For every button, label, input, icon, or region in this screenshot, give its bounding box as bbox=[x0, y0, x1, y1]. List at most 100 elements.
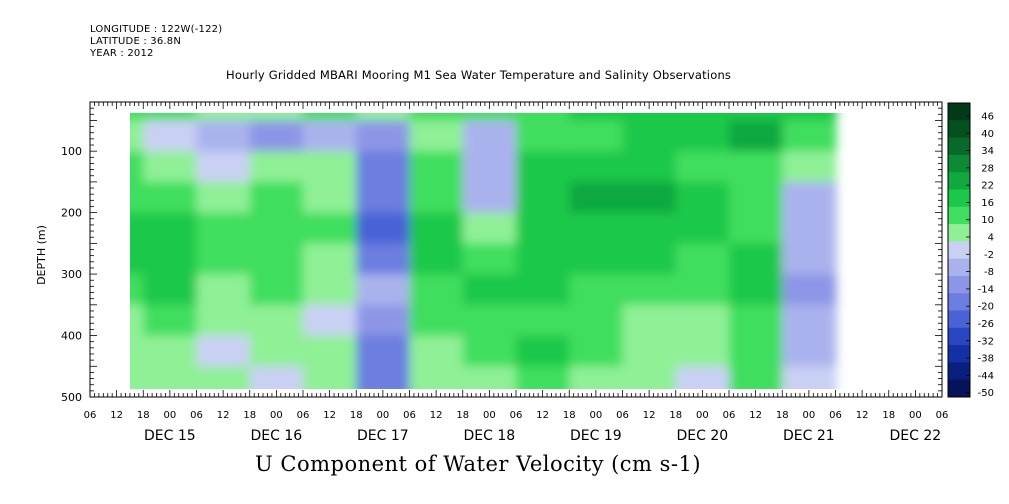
heatmap-cell bbox=[196, 181, 251, 214]
x-hour-tick-label: 18 bbox=[669, 410, 682, 421]
heatmap-cell bbox=[409, 181, 464, 214]
chart-title: Hourly Gridded MBARI Mooring M1 Sea Wate… bbox=[226, 68, 732, 82]
heatmap-cell bbox=[130, 243, 145, 276]
heatmap-cell bbox=[143, 120, 198, 153]
x-day-label: DEC 15 bbox=[144, 428, 196, 444]
heatmap-cell bbox=[516, 366, 571, 389]
heatmap-cell bbox=[143, 274, 198, 306]
colorbar-segment bbox=[948, 362, 970, 381]
heatmap-cell bbox=[622, 181, 677, 214]
heatmap-cell bbox=[303, 113, 358, 122]
colorbar-segment bbox=[948, 275, 970, 294]
heatmap-cell bbox=[409, 120, 464, 153]
heatmap-cell bbox=[462, 274, 518, 306]
colorbar-segment bbox=[948, 379, 970, 398]
heatmap-cell bbox=[782, 243, 837, 276]
colorbar-label: -38 bbox=[978, 354, 994, 365]
heatmap-cell bbox=[675, 304, 731, 337]
colorbar-label: 4 bbox=[988, 233, 994, 244]
heatmap-cell bbox=[409, 335, 464, 368]
heatmap-cell bbox=[249, 212, 305, 245]
heatmap-cell bbox=[249, 151, 305, 183]
x-hour-tick-label: 12 bbox=[110, 410, 123, 421]
x-hour-tick-label: 18 bbox=[243, 410, 256, 421]
heatmap-cell bbox=[462, 304, 518, 337]
colorbar-segment bbox=[948, 120, 970, 139]
x-hour-tick-label: 00 bbox=[483, 410, 496, 421]
heatmap-cell bbox=[675, 212, 731, 245]
colorbar-label: 46 bbox=[981, 111, 994, 122]
heatmap-cell bbox=[196, 243, 251, 276]
heatmap-cell bbox=[569, 304, 624, 337]
heatmap-cell bbox=[356, 304, 411, 337]
heatmap-cell bbox=[569, 113, 624, 122]
colorbar-label: 28 bbox=[981, 163, 994, 174]
x-hour-tick-label: 12 bbox=[430, 410, 443, 421]
heatmap-cell bbox=[729, 304, 784, 337]
x-day-label: DEC 16 bbox=[251, 428, 303, 444]
heatmap-cell bbox=[569, 181, 624, 214]
x-hour-tick-label: 18 bbox=[137, 410, 150, 421]
heatmap-cell bbox=[196, 151, 251, 183]
colorbar-label: -44 bbox=[978, 371, 994, 382]
heatmap-cell bbox=[356, 181, 411, 214]
x-hour-tick-label: 18 bbox=[456, 410, 469, 421]
colorbar-label: -20 bbox=[978, 302, 994, 313]
heatmap-cell bbox=[196, 113, 251, 122]
x-day-label: DEC 19 bbox=[570, 428, 622, 444]
heatmap-cell bbox=[130, 120, 145, 153]
heatmap-cell bbox=[409, 304, 464, 337]
colorbar-segment bbox=[948, 327, 970, 346]
x-axis-label: U Component of Water Velocity (cm s-1) bbox=[255, 452, 702, 476]
heatmap-cell bbox=[516, 113, 571, 122]
heatmap-cell bbox=[516, 274, 571, 306]
heatmap-cell bbox=[622, 151, 677, 183]
heatmap-cell bbox=[409, 243, 464, 276]
heatmap-cell bbox=[729, 113, 784, 122]
heatmap-cell bbox=[143, 335, 198, 368]
heatmap-cell bbox=[462, 335, 518, 368]
colorbar-segment bbox=[948, 189, 970, 208]
y-tick-label: 200 bbox=[61, 207, 82, 220]
heatmap-cell bbox=[196, 120, 251, 153]
heatmap-cell bbox=[130, 181, 145, 214]
x-hour-tick-label: 12 bbox=[856, 410, 869, 421]
heatmap-cell bbox=[782, 120, 837, 153]
heatmap-cell bbox=[782, 113, 837, 122]
heatmap-cell bbox=[569, 274, 624, 306]
colorbar-segment bbox=[948, 154, 970, 173]
x-hour-tick-label: 18 bbox=[882, 410, 895, 421]
y-axis-label: DEPTH (m) bbox=[35, 225, 48, 285]
heatmap-cell bbox=[130, 212, 145, 245]
heatmap-cell bbox=[143, 366, 198, 389]
heatmap-cell bbox=[303, 151, 358, 183]
colorbar-segment bbox=[948, 345, 970, 363]
x-hour-tick-label: 12 bbox=[323, 410, 336, 421]
heatmap-cell bbox=[675, 113, 731, 122]
heatmap-cell bbox=[462, 366, 518, 389]
heatmap-cell bbox=[516, 151, 571, 183]
colorbar-label: -8 bbox=[984, 267, 994, 278]
heatmap-cell bbox=[130, 304, 145, 337]
heatmap-cell bbox=[462, 181, 518, 214]
x-hour-tick-label: 18 bbox=[350, 410, 363, 421]
heatmap-cell bbox=[462, 113, 518, 122]
heatmap-cell bbox=[143, 243, 198, 276]
x-hour-tick-label: 00 bbox=[377, 410, 390, 421]
heatmap-field bbox=[130, 113, 837, 389]
heatmap-cell bbox=[516, 181, 571, 214]
heatmap-cell bbox=[356, 243, 411, 276]
heatmap-cell bbox=[622, 304, 677, 337]
x-hour-tick-label: 06 bbox=[190, 410, 203, 421]
colorbar-segment bbox=[948, 224, 970, 242]
x-hour-tick-label: 06 bbox=[829, 410, 842, 421]
heatmap-cell bbox=[729, 335, 784, 368]
heatmap-cell bbox=[196, 366, 251, 389]
x-hour-tick-label: 06 bbox=[403, 410, 416, 421]
x-axis: 06 12 18 00 06 12 18 00 06 12 18 00 06 12 18 00 06 12 18 00… bbox=[84, 410, 949, 444]
x-hour-tick-label: 00 bbox=[696, 410, 709, 421]
heatmap-cell bbox=[409, 366, 464, 389]
x-hour-tick-label: 18 bbox=[563, 410, 576, 421]
heatmap-cell bbox=[409, 212, 464, 245]
